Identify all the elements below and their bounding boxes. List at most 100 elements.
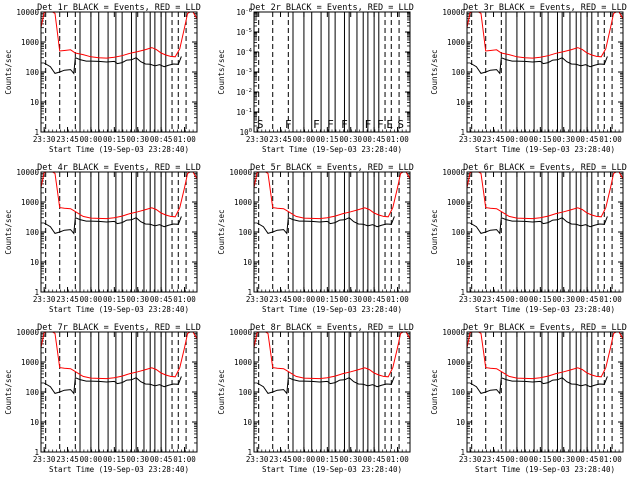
y-tick-label: 10000 (442, 8, 465, 17)
x-tick-label: 01:00 (599, 295, 622, 304)
x-tick-label: 00:30 (552, 295, 575, 304)
flag-label: S (257, 118, 264, 131)
plot-frame (40, 171, 198, 293)
y-tick-label: 100 (451, 388, 465, 397)
detector-panel-8: Det 8r BLACK = Events, RED = LLD Counts/s… (217, 323, 414, 474)
event-rate-line (43, 376, 182, 395)
x-tick-label: 01:00 (599, 135, 622, 144)
y-tick-label: 10 (30, 418, 40, 427)
x-tick-label: 23:30 (33, 455, 56, 464)
x-tick-label: 01:00 (386, 135, 409, 144)
y-axis-label: Counts/sec (430, 49, 439, 94)
y-tick-label: 10000 (229, 328, 252, 337)
x-tick-label: 00:15 (103, 455, 126, 464)
x-tick-label: 00:15 (316, 455, 339, 464)
y-tick-label: 1000 (447, 198, 466, 207)
y-tick-label: 10 (456, 258, 466, 267)
y-tick-label: 100 (238, 388, 252, 397)
y-tick-label: 10-1 (236, 108, 252, 117)
panel-title: Det 8r BLACK = Events, RED = LLD (250, 323, 414, 333)
y-tick-label: 1 (34, 288, 39, 297)
x-tick-label: 23:45 (269, 135, 292, 144)
detector-panel-7: Det 7r BLACK = Events, RED = LLD Counts/s… (4, 323, 201, 474)
flag-label: S (397, 118, 404, 131)
y-tick-label: 10000 (16, 8, 39, 17)
x-tick-label: 00:15 (103, 295, 126, 304)
x-axis-label: Start Time (19-Sep-03 23:28:40) (262, 145, 402, 154)
x-tick-label: 00:30 (552, 455, 575, 464)
y-tick-label: 1000 (447, 38, 466, 47)
lld-rate-line (254, 172, 410, 220)
x-tick-label: 23:30 (459, 135, 482, 144)
y-axis-label: Counts/sec (217, 49, 226, 94)
detector-panel-6: Det 6r BLACK = Events, RED = LLD Counts/s… (430, 163, 627, 314)
y-tick-label: 1 (247, 288, 252, 297)
panel-title: Det 2r BLACK = Events, RED = LLD (250, 3, 414, 13)
x-tick-label: 00:45 (576, 135, 599, 144)
y-axis-label: Counts/sec (217, 369, 226, 414)
lld-rate-line (41, 172, 197, 220)
y-tick-label: 10-6 (236, 8, 252, 17)
y-tick-label: 100 (240, 128, 252, 137)
detector-panel-5: Det 5r BLACK = Events, RED = LLD Counts/s… (217, 163, 414, 314)
x-tick-label: 00:45 (363, 295, 386, 304)
y-tick-label: 1000 (234, 358, 253, 367)
panel-title: Det 1r BLACK = Events, RED = LLD (37, 3, 201, 13)
panel-title: Det 5r BLACK = Events, RED = LLD (250, 163, 414, 173)
flag-label: F (285, 118, 292, 131)
x-tick-label: 00:00 (80, 135, 103, 144)
detector-panel-1: Det 1r BLACK = Events, RED = LLD Counts/s… (4, 3, 201, 154)
lld-rate-line (41, 332, 197, 380)
panel-grid: Det 1r BLACK = Events, RED = LLD Counts/s… (4, 3, 627, 474)
x-tick-label: 23:45 (482, 135, 505, 144)
y-tick-label: 1000 (447, 358, 466, 367)
x-axis-label: Start Time (19-Sep-03 23:28:40) (475, 305, 615, 314)
y-tick-label: 1000 (21, 38, 40, 47)
y-tick-label: 100 (451, 68, 465, 77)
y-axis-label: Counts/sec (430, 369, 439, 414)
y-tick-label: 10 (243, 258, 253, 267)
x-tick-label: 23:45 (269, 295, 292, 304)
x-tick-label: 23:30 (246, 135, 269, 144)
lld-rate-line (467, 332, 623, 380)
x-tick-label: 23:30 (33, 295, 56, 304)
event-rate-line (43, 216, 182, 235)
y-tick-label: 1000 (21, 198, 40, 207)
y-tick-label: 100 (238, 228, 252, 237)
y-tick-label: 10 (30, 98, 40, 107)
x-tick-label: 00:00 (506, 295, 529, 304)
y-tick-label: 10 (243, 418, 253, 427)
x-tick-label: 00:15 (529, 295, 552, 304)
x-axis-label: Start Time (19-Sep-03 23:28:40) (262, 305, 402, 314)
lld-rate-line (467, 12, 623, 59)
x-tick-label: 00:15 (529, 135, 552, 144)
x-tick-label: 23:30 (246, 455, 269, 464)
x-tick-label: 00:45 (363, 455, 386, 464)
panel-title: Det 7r BLACK = Events, RED = LLD (37, 323, 201, 333)
y-tick-label: 1 (247, 448, 252, 457)
plot-frame (40, 331, 198, 453)
y-axis-label: Counts/sec (430, 209, 439, 254)
x-axis-label: Start Time (19-Sep-03 23:28:40) (49, 305, 189, 314)
lld-rate-line (41, 12, 197, 59)
x-tick-label: 23:45 (56, 135, 79, 144)
detector-panel-3: Det 3r BLACK = Events, RED = LLD Counts/s… (430, 3, 627, 154)
x-tick-label: 23:30 (33, 135, 56, 144)
x-axis-label: Start Time (19-Sep-03 23:28:40) (49, 145, 189, 154)
event-rate-line (469, 216, 608, 235)
y-tick-label: 10-2 (236, 88, 252, 97)
flag-label: F (313, 118, 320, 131)
y-tick-label: 10000 (442, 168, 465, 177)
y-axis-label: Counts/sec (4, 209, 13, 254)
x-tick-label: 00:45 (150, 455, 173, 464)
x-tick-label: 00:15 (529, 455, 552, 464)
y-tick-label: 1 (460, 128, 465, 137)
y-tick-label: 10000 (442, 328, 465, 337)
x-tick-label: 00:45 (150, 135, 173, 144)
x-tick-label: 00:15 (316, 295, 339, 304)
detector-panel-9: Det 9r BLACK = Events, RED = LLD Counts/s… (430, 323, 627, 474)
x-axis-label: Start Time (19-Sep-03 23:28:40) (475, 465, 615, 474)
event-rate-line (256, 216, 395, 235)
y-tick-label: 10000 (16, 168, 39, 177)
x-tick-label: 00:30 (339, 295, 362, 304)
